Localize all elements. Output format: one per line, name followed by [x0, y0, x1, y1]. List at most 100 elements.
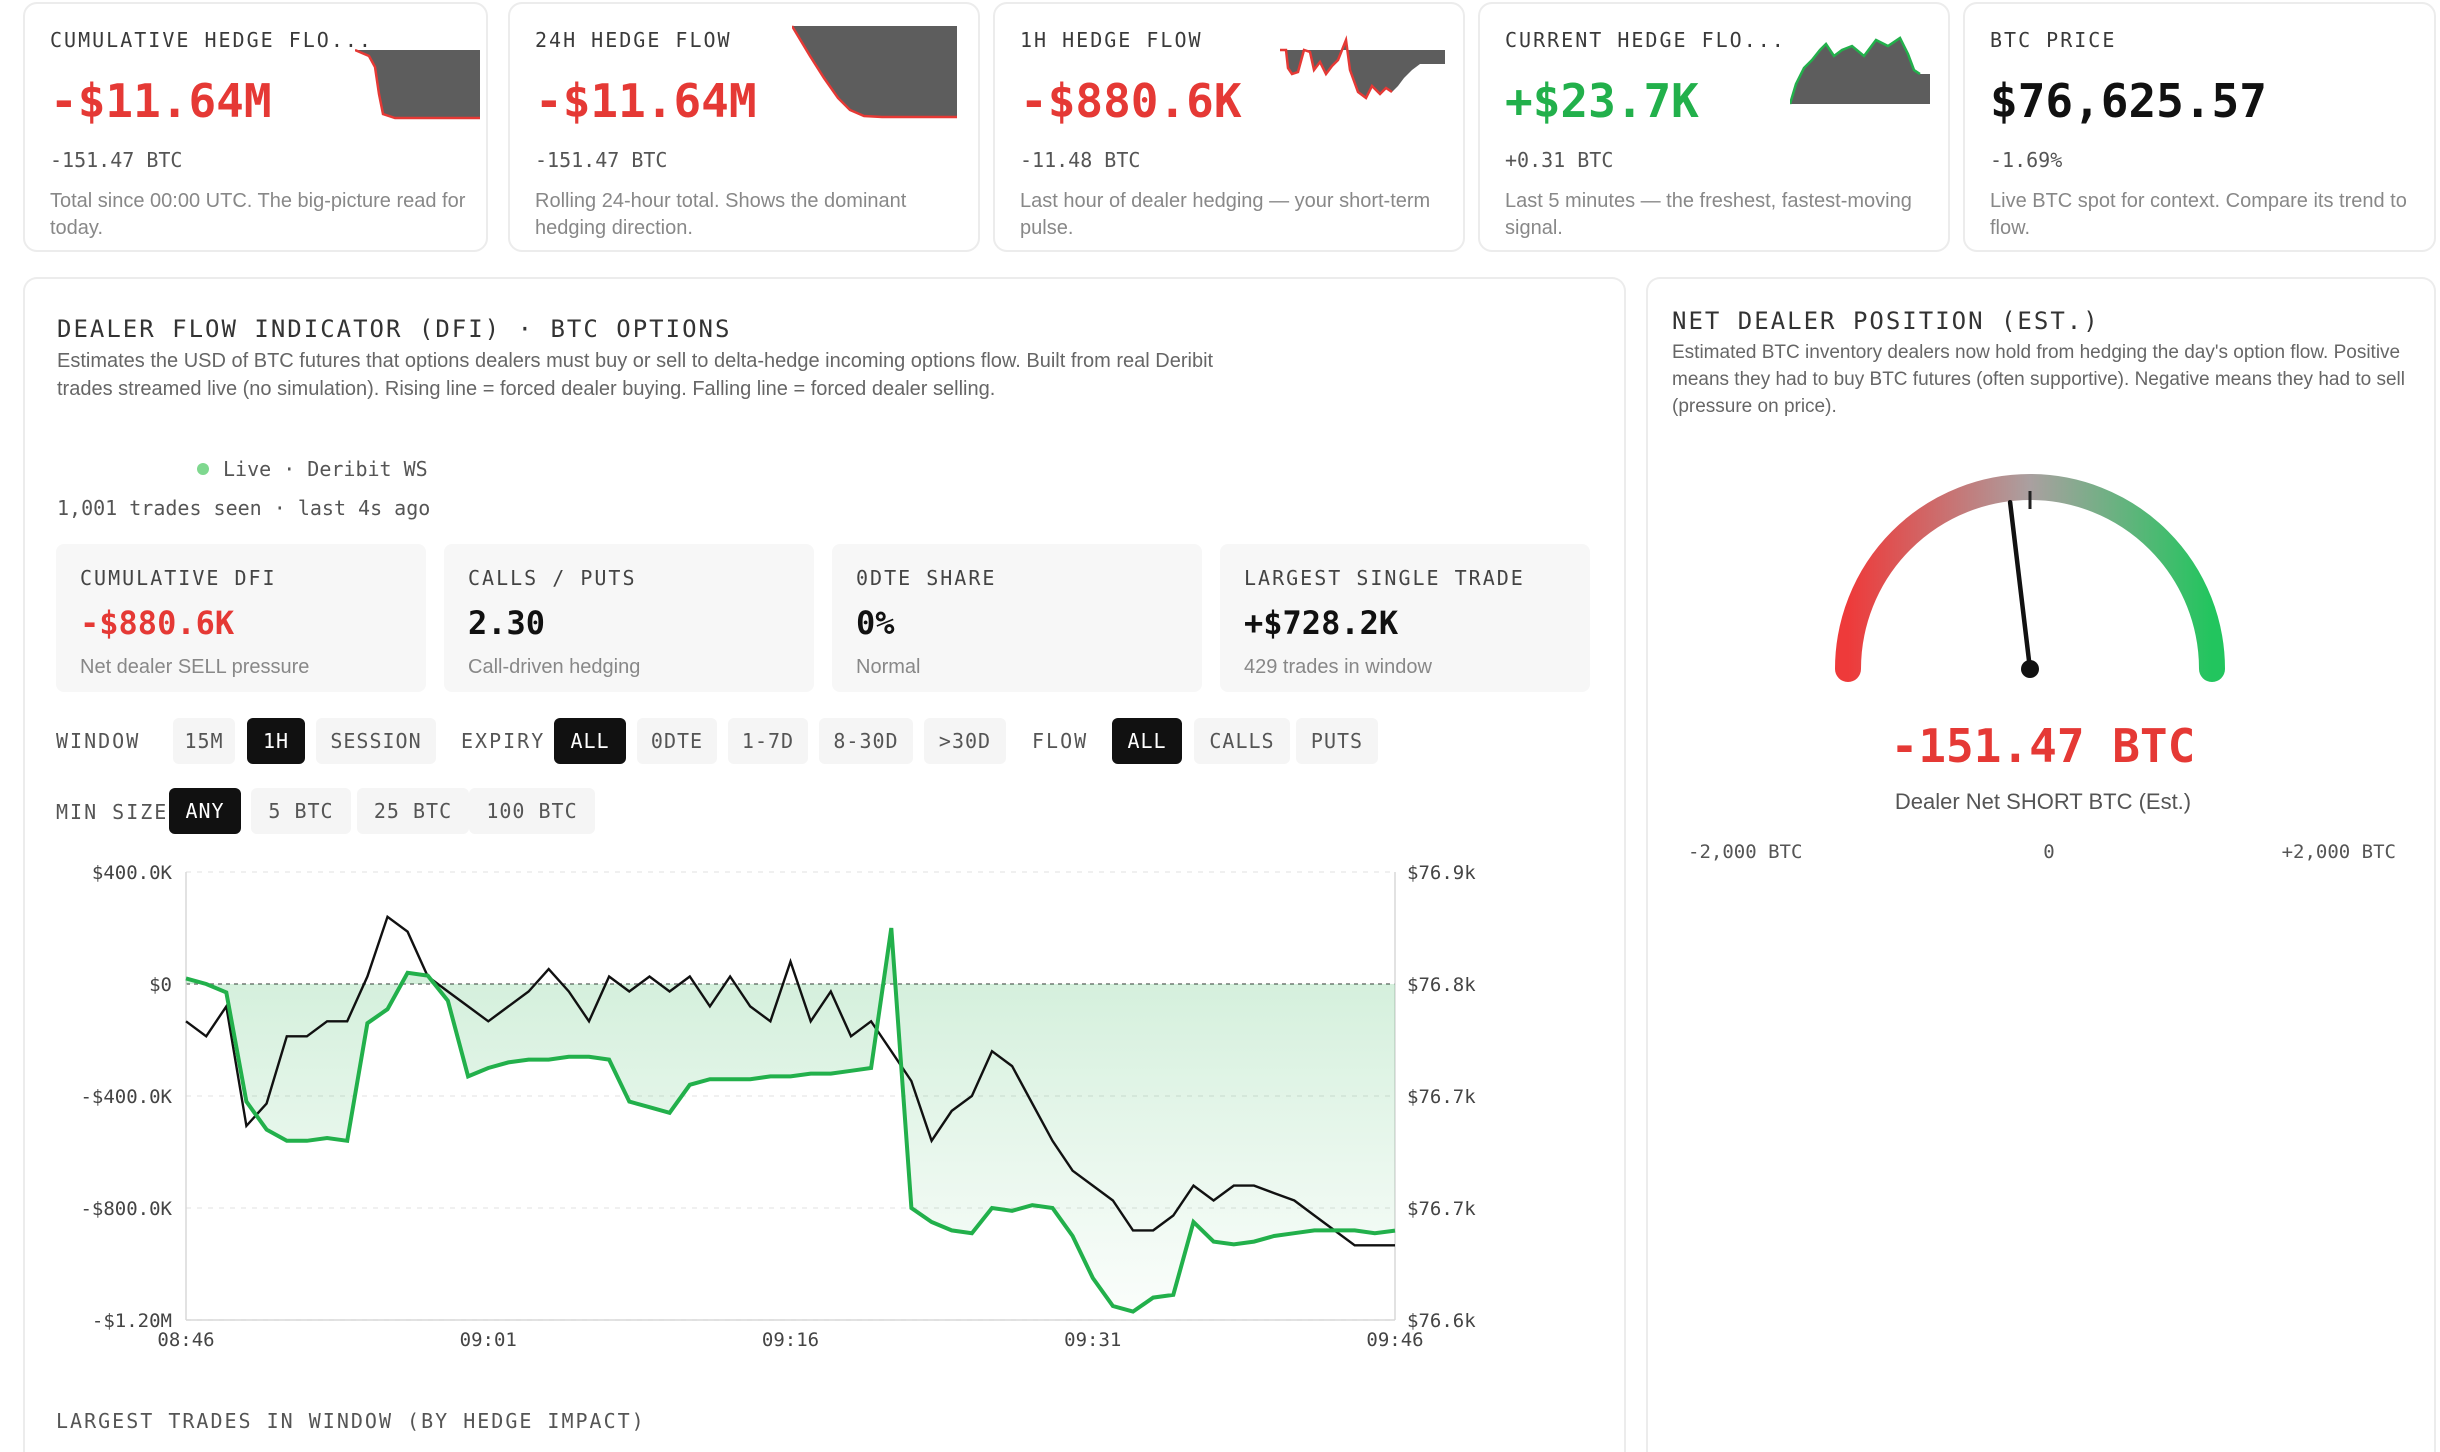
y-right-tick-label: $76.9k: [1407, 862, 1476, 884]
live-status: Live · Deribit WS: [197, 457, 428, 481]
largest-trades-title: LARGEST TRADES IN WINDOW (BY HEDGE IMPAC…: [56, 1409, 646, 1433]
x-tick-label: 08:46: [157, 1329, 214, 1351]
expiry-30d-plus-button[interactable]: >30D: [924, 718, 1006, 764]
stat-largest-trade: LARGEST SINGLE TRADE +$728.2K 429 trades…: [1220, 544, 1590, 692]
kpi-card-cumulative: CUMULATIVE HEDGE FLO... -$11.64M -151.47…: [23, 2, 488, 252]
stat-sub: Call-driven hedging: [468, 656, 641, 678]
kpi-sub: -1.69%: [1990, 148, 2063, 172]
kpi-card-current: CURRENT HEDGE FLO... +$23.7K +0.31 BTC L…: [1478, 2, 1950, 252]
kpi-label: BTC PRICE: [1990, 28, 2117, 52]
kpi-card-24h: 24H HEDGE FLOW -$11.64M -151.47 BTC Roll…: [508, 2, 980, 252]
min-size-any-button[interactable]: ANY: [169, 788, 241, 834]
min-size-25btc-button[interactable]: 25 BTC: [357, 788, 469, 834]
position-description: Estimated BTC inventory dealers now hold…: [1672, 342, 2405, 417]
stat-cumulative-dfi: CUMULATIVE DFI -$880.6K Net dealer SELL …: [56, 544, 426, 692]
kpi-value: -$880.6K: [1020, 74, 1242, 128]
stat-value: 2.30: [468, 604, 546, 642]
sparkline-24h: [792, 25, 957, 119]
stat-calls-puts: CALLS / PUTS 2.30 Call-driven hedging: [444, 544, 814, 692]
kpi-desc: Last 5 minutes — the freshest, fastest-m…: [1505, 190, 1912, 239]
kpi-label: CUMULATIVE HEDGE FLO...: [50, 28, 373, 52]
sparkline-cumulative: [355, 48, 480, 120]
flow-label: FLOW: [1032, 729, 1089, 753]
stat-value: -$880.6K: [80, 604, 235, 642]
gauge-mid-label: 0: [2043, 841, 2055, 863]
position-value: -151.47 BTC: [1890, 719, 2196, 773]
window-1h-button[interactable]: 1H: [247, 718, 305, 764]
expiry-8-30d-button[interactable]: 8-30D: [819, 718, 913, 764]
expiry-1-7d-button[interactable]: 1-7D: [728, 718, 808, 764]
live-dot-icon: [197, 463, 209, 475]
position-title: NET DEALER POSITION (EST.): [1672, 307, 2100, 335]
position-gauge: [1835, 474, 2225, 682]
trades-seen: 1,001 trades seen · last 4s ago: [57, 496, 431, 520]
kpi-value: -$11.64M: [50, 74, 272, 128]
y-right-tick-label: $76.6k: [1407, 1310, 1476, 1332]
stat-sub: 429 trades in window: [1244, 656, 1432, 678]
x-tick-label: 09:31: [1064, 1329, 1121, 1351]
position-caption: Dealer Net SHORT BTC (Est.): [1894, 789, 2192, 814]
kpi-value: +$23.7K: [1505, 74, 1699, 128]
stat-0dte-share: 0DTE SHARE 0% Normal: [832, 544, 1202, 692]
kpi-label: CURRENT HEDGE FLO...: [1505, 28, 1786, 52]
dfi-description: Estimates the USD of BTC futures that op…: [57, 350, 1214, 400]
stat-value: +$728.2K: [1244, 604, 1399, 642]
stat-label: CUMULATIVE DFI: [80, 566, 277, 590]
flow-calls-button[interactable]: CALLS: [1194, 718, 1290, 764]
stat-value: 0%: [856, 604, 895, 642]
min-size-100btc-button[interactable]: 100 BTC: [469, 788, 595, 834]
x-tick-label: 09:46: [1366, 1329, 1423, 1351]
kpi-value: -$11.64M: [535, 74, 757, 128]
expiry-all-button[interactable]: ALL: [554, 718, 626, 764]
dfi-chart: $400.0K $76.9k $0 $76.8k -$400.0K $76.7k -$800…: [80, 862, 1476, 1351]
dfi-area-fill: [186, 928, 1395, 1312]
kpi-card-1h: 1H HEDGE FLOW -$880.6K -11.48 BTC Last h…: [993, 2, 1465, 252]
stat-label: LARGEST SINGLE TRADE: [1244, 566, 1525, 590]
kpi-card-btc-price: BTC PRICE $76,625.57 -1.69% Live BTC spo…: [1963, 2, 2436, 252]
dfi-panel: DEALER FLOW INDICATOR (DFI) · BTC OPTION…: [23, 277, 1626, 1452]
y-left-tick-label: -$400.0K: [80, 1086, 172, 1108]
live-status-text: Live · Deribit WS: [223, 457, 428, 481]
net-position-panel: NET DEALER POSITION (EST.) Estimated BTC…: [1646, 277, 2436, 1452]
y-right-tick-label: $76.8k: [1407, 974, 1476, 996]
kpi-desc: Total since 00:00 UTC. The big-picture r…: [50, 190, 466, 239]
btc-price-line: [185, 914, 1395, 1247]
kpi-sub: -151.47 BTC: [50, 148, 183, 172]
dfi-line: [185, 927, 1396, 1314]
gauge-pivot: [2021, 660, 2039, 678]
window-label: WINDOW: [56, 729, 141, 753]
kpi-desc: Live BTC spot for context. Compare its t…: [1990, 190, 2407, 239]
window-session-button[interactable]: SESSION: [316, 718, 436, 764]
gauge-arc: [1835, 474, 2225, 682]
y-left-tick-label: $400.0K: [92, 862, 173, 884]
y-left-tick-label: -$1.20M: [92, 1310, 172, 1332]
kpi-sub: -151.47 BTC: [535, 148, 668, 172]
kpi-label: 24H HEDGE FLOW: [535, 28, 732, 52]
dfi-title: DEALER FLOW INDICATOR (DFI) · BTC OPTION…: [57, 315, 732, 343]
flow-puts-button[interactable]: PUTS: [1296, 718, 1378, 764]
y-right-tick-label: $76.7k: [1407, 1198, 1476, 1220]
y-right-tick-label: $76.7k: [1407, 1086, 1476, 1108]
x-tick-label: 09:01: [460, 1329, 517, 1351]
window-15m-button[interactable]: 15M: [173, 718, 235, 764]
stat-sub: Normal: [856, 656, 921, 678]
gauge-min-label: -2,000 BTC: [1688, 841, 1803, 863]
y-left-tick-label: -$800.0K: [80, 1198, 172, 1220]
expiry-label: EXPIRY: [461, 729, 546, 753]
gauge-needle: [2007, 499, 2033, 672]
gauge-max-label: +2,000 BTC: [2281, 841, 2396, 863]
min-size-label: MIN SIZE: [56, 800, 169, 824]
flow-all-button[interactable]: ALL: [1112, 718, 1182, 764]
sparkline-1h: [1280, 35, 1445, 100]
stat-label: CALLS / PUTS: [468, 566, 637, 590]
kpi-desc: Last hour of dealer hedging — your short…: [1020, 190, 1431, 239]
kpi-sub: -11.48 BTC: [1020, 148, 1141, 172]
sparkline-current: [1790, 36, 1930, 105]
stat-label: 0DTE SHARE: [856, 566, 997, 590]
kpi-value: $76,625.57: [1990, 74, 2267, 128]
expiry-0dte-button[interactable]: 0DTE: [637, 718, 717, 764]
kpi-desc: Rolling 24-hour total. Shows the dominan…: [535, 190, 907, 239]
x-tick-label: 09:16: [762, 1329, 819, 1351]
min-size-5btc-button[interactable]: 5 BTC: [251, 788, 351, 834]
kpi-sub: +0.31 BTC: [1505, 148, 1614, 172]
